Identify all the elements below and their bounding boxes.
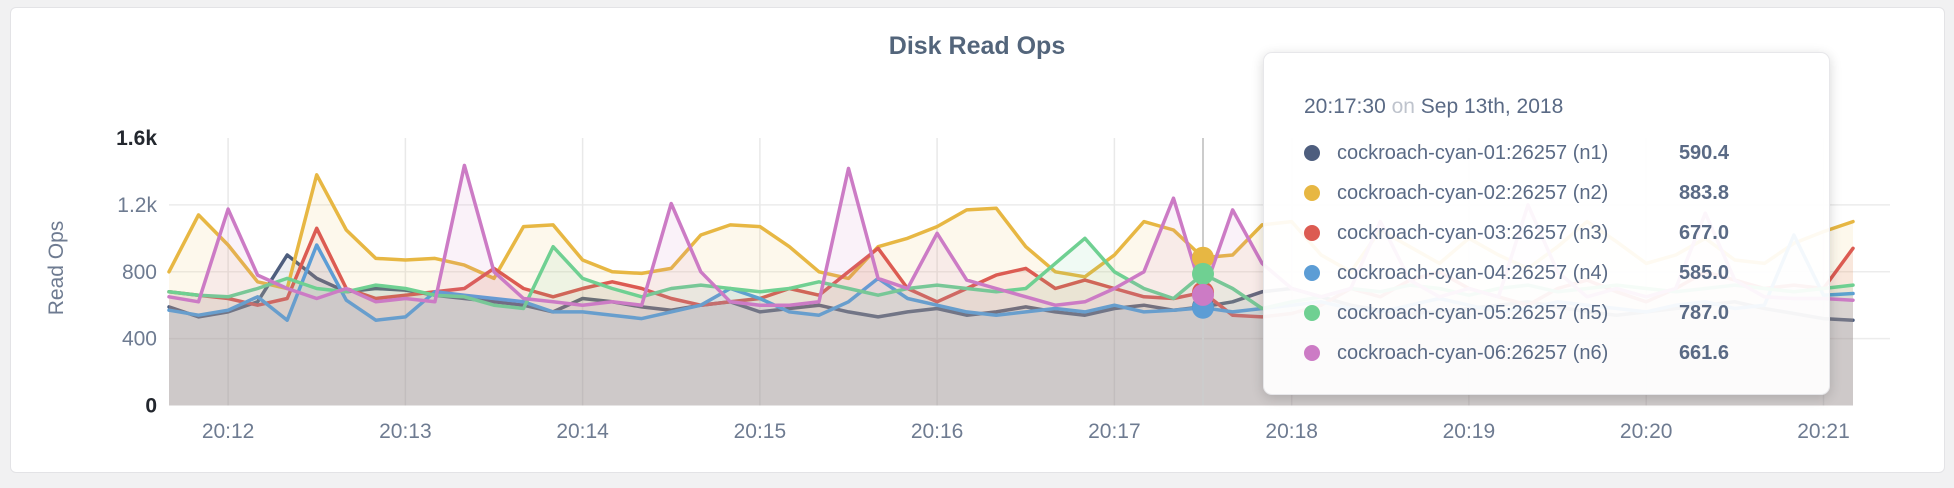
tooltip-series-label: cockroach-cyan-03:26257 (n3) [1337, 221, 1609, 244]
y-tick-label: 0 [145, 395, 157, 418]
y-tick-label: 400 [122, 328, 157, 351]
x-tick-label: 20:13 [379, 420, 432, 443]
tooltip-series-value: 590.4 [1678, 141, 1729, 164]
y-tick-label: 1.6k [116, 127, 157, 150]
tooltip-series-label: cockroach-cyan-04:26257 (n4) [1337, 261, 1609, 284]
y-tick-label: 1.2k [117, 194, 157, 217]
tooltip-time: 20:17:30 [1304, 95, 1386, 118]
x-tick-label: 20:20 [1620, 420, 1673, 443]
x-tick-label: 20:15 [734, 420, 787, 443]
tooltip-series-value: 661.6 [1678, 341, 1729, 364]
x-tick-label: 20:18 [1265, 420, 1318, 443]
chart-title: Disk Read Ops [888, 32, 1066, 60]
tooltip-series-value: 787.0 [1678, 301, 1729, 324]
tooltip-series-value: 585.0 [1678, 261, 1729, 284]
x-tick-label: 20:17 [1088, 420, 1141, 443]
tooltip-series-row: cockroach-cyan-05:26257 (n5) 787.0 [1264, 293, 1829, 333]
series-color-dot-icon [1304, 305, 1320, 321]
chart-tooltip: 20:17:30 on Sep 13th, 2018 cockroach-cya… [1263, 52, 1830, 395]
tooltip-date: Sep 13th, 2018 [1420, 95, 1564, 118]
hover-dot-n2 [1192, 246, 1214, 269]
tooltip-header: 20:17:30 on Sep 13th, 2018 [1304, 95, 1829, 119]
tooltip-series-row: cockroach-cyan-03:26257 (n3) 677.0 [1264, 213, 1829, 253]
tooltip-series-label: cockroach-cyan-01:26257 (n1) [1337, 141, 1609, 164]
x-tick-label: 20:12 [202, 420, 255, 443]
tooltip-series-row: cockroach-cyan-02:26257 (n2) 883.8 [1264, 173, 1829, 213]
series-color-dot-icon [1304, 185, 1320, 201]
x-tick-label: 20:19 [1443, 420, 1496, 443]
hover-dot-n5 [1192, 262, 1214, 285]
series-color-dot-icon [1304, 345, 1320, 361]
tooltip-series-value: 883.8 [1678, 181, 1729, 204]
hover-dot-n6 [1192, 283, 1214, 306]
tooltip-series-label: cockroach-cyan-02:26257 (n2) [1337, 181, 1609, 204]
y-axis-title: Read Ops [45, 220, 68, 316]
tooltip-series-row: cockroach-cyan-06:26257 (n6) 661.6 [1264, 333, 1829, 373]
tooltip-on-word: on [1391, 95, 1415, 118]
x-tick-label: 20:21 [1797, 420, 1850, 443]
tooltip-series-label: cockroach-cyan-05:26257 (n5) [1337, 301, 1609, 324]
tooltip-series-value: 677.0 [1678, 221, 1729, 244]
series-color-dot-icon [1304, 265, 1320, 281]
tooltip-rows: cockroach-cyan-01:26257 (n1) 590.4 cockroa… [1264, 133, 1829, 373]
series-color-dot-icon [1304, 225, 1320, 241]
tooltip-series-row: cockroach-cyan-01:26257 (n1) 590.4 [1264, 133, 1829, 173]
y-tick-label: 800 [122, 261, 157, 284]
x-tick-label: 20:16 [911, 420, 964, 443]
series-color-dot-icon [1304, 145, 1320, 161]
x-tick-label: 20:14 [556, 420, 609, 443]
tooltip-series-row: cockroach-cyan-04:26257 (n4) 585.0 [1264, 253, 1829, 293]
tooltip-series-label: cockroach-cyan-06:26257 (n6) [1337, 341, 1609, 364]
